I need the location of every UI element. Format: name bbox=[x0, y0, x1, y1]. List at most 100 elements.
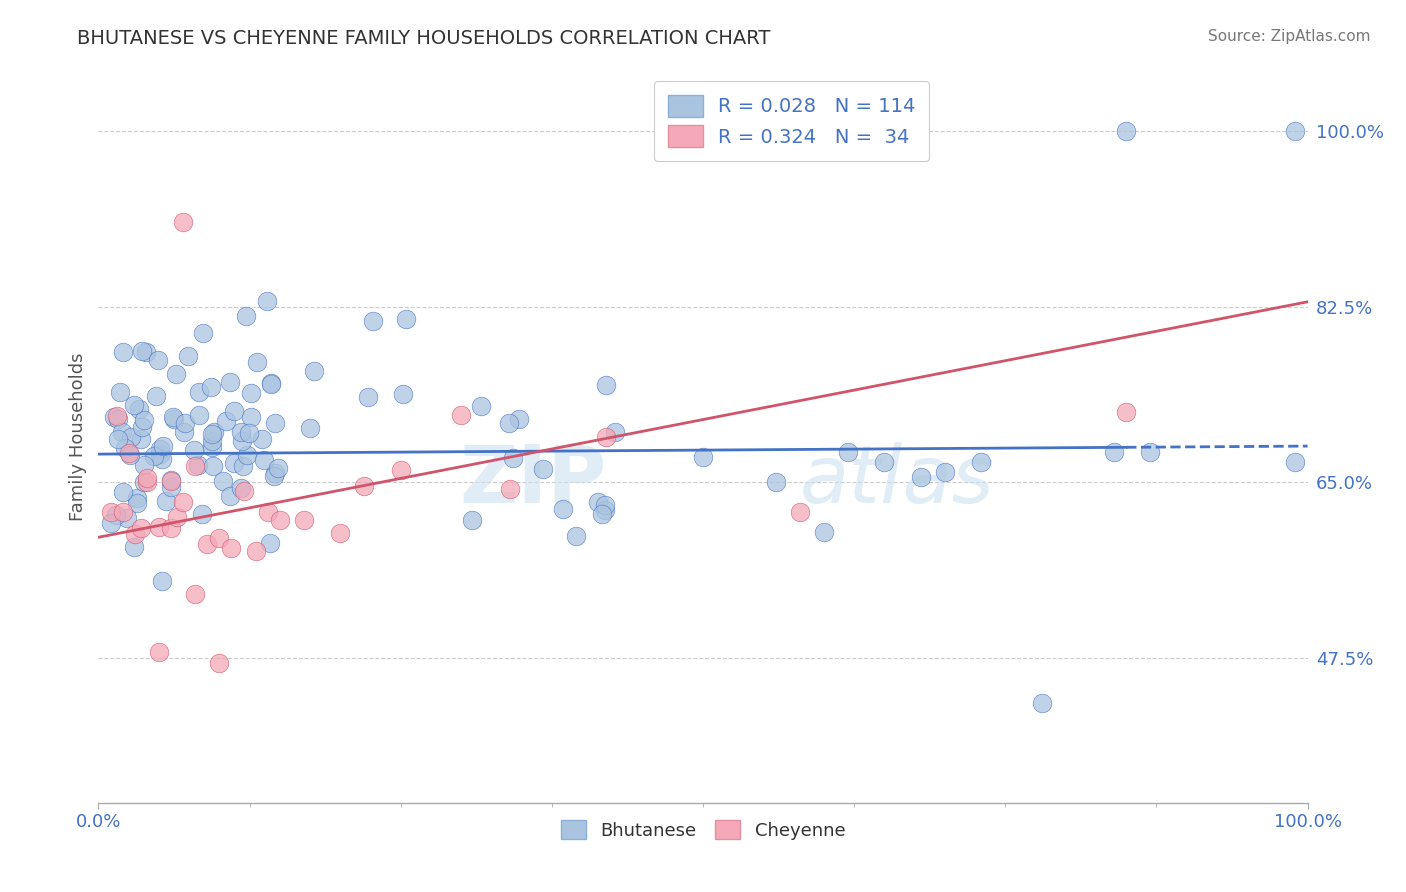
Point bbox=[235, 310, 257, 324]
Point bbox=[450, 408, 472, 422]
Point bbox=[391, 387, 413, 401]
Point bbox=[135, 345, 157, 359]
Point bbox=[152, 439, 174, 453]
Point bbox=[302, 364, 325, 378]
Point bbox=[191, 326, 214, 340]
Point bbox=[100, 516, 122, 530]
Point bbox=[134, 475, 156, 489]
Point bbox=[131, 420, 153, 434]
Point bbox=[260, 376, 283, 391]
Point bbox=[145, 389, 167, 403]
Point bbox=[131, 343, 153, 358]
Point bbox=[173, 425, 195, 440]
Point bbox=[105, 409, 128, 423]
Point bbox=[200, 379, 222, 393]
Point bbox=[150, 574, 173, 589]
Point bbox=[461, 513, 484, 527]
Point bbox=[184, 458, 207, 473]
Text: ZIP: ZIP bbox=[458, 442, 606, 520]
Point bbox=[239, 386, 262, 401]
Point bbox=[269, 513, 291, 527]
Point bbox=[238, 426, 260, 441]
Point bbox=[129, 521, 152, 535]
Point bbox=[183, 442, 205, 457]
Point bbox=[934, 465, 956, 479]
Point bbox=[813, 525, 835, 540]
Point bbox=[531, 462, 554, 476]
Point bbox=[586, 495, 609, 509]
Point bbox=[551, 502, 574, 516]
Point bbox=[103, 410, 125, 425]
Point bbox=[107, 412, 129, 426]
Point bbox=[353, 479, 375, 493]
Point bbox=[120, 448, 142, 462]
Point bbox=[259, 536, 281, 550]
Point bbox=[231, 434, 253, 449]
Text: BHUTANESE VS CHEYENNE FAMILY HOUSEHOLDS CORRELATION CHART: BHUTANESE VS CHEYENNE FAMILY HOUSEHOLDS … bbox=[77, 29, 770, 47]
Point bbox=[299, 421, 322, 435]
Point bbox=[263, 416, 285, 430]
Point bbox=[260, 376, 283, 391]
Point bbox=[188, 384, 211, 399]
Point bbox=[1115, 124, 1137, 138]
Point bbox=[1284, 455, 1306, 469]
Point bbox=[593, 502, 616, 516]
Point bbox=[195, 537, 218, 551]
Point bbox=[160, 475, 183, 489]
Point bbox=[172, 214, 194, 228]
Point bbox=[605, 425, 627, 439]
Point bbox=[201, 434, 224, 448]
Point bbox=[211, 475, 233, 489]
Point bbox=[129, 432, 152, 446]
Point bbox=[162, 410, 184, 425]
Point bbox=[1031, 696, 1053, 710]
Point bbox=[110, 385, 132, 400]
Point bbox=[125, 496, 148, 510]
Point bbox=[105, 508, 128, 522]
Point bbox=[910, 470, 932, 484]
Point bbox=[266, 461, 288, 475]
Point bbox=[789, 505, 811, 519]
Point bbox=[165, 367, 187, 381]
Point bbox=[215, 414, 238, 428]
Point bbox=[128, 401, 150, 416]
Point bbox=[236, 448, 259, 462]
Point bbox=[263, 466, 285, 480]
Y-axis label: Family Households: Family Households bbox=[69, 353, 87, 521]
Point bbox=[765, 475, 787, 490]
Point bbox=[508, 412, 530, 426]
Point bbox=[1139, 445, 1161, 459]
Point bbox=[1115, 405, 1137, 419]
Point bbox=[692, 450, 714, 464]
Point bbox=[166, 509, 188, 524]
Point bbox=[114, 441, 136, 455]
Point bbox=[110, 425, 132, 439]
Point bbox=[201, 426, 224, 441]
Point bbox=[389, 463, 412, 477]
Point bbox=[232, 458, 254, 473]
Point bbox=[111, 505, 134, 519]
Point bbox=[143, 449, 166, 463]
Point bbox=[177, 349, 200, 363]
Point bbox=[208, 531, 231, 545]
Point bbox=[120, 430, 142, 444]
Point bbox=[187, 458, 209, 472]
Point bbox=[122, 540, 145, 554]
Point bbox=[837, 445, 859, 459]
Point bbox=[591, 508, 613, 522]
Point bbox=[160, 473, 183, 487]
Point bbox=[201, 440, 224, 454]
Point bbox=[124, 398, 146, 412]
Text: Source: ZipAtlas.com: Source: ZipAtlas.com bbox=[1208, 29, 1371, 44]
Point bbox=[160, 480, 183, 494]
Point bbox=[246, 355, 269, 369]
Point bbox=[222, 404, 245, 418]
Point bbox=[263, 468, 285, 483]
Point bbox=[565, 529, 588, 543]
Point bbox=[229, 481, 252, 495]
Legend: Bhutanese, Cheyenne: Bhutanese, Cheyenne bbox=[551, 811, 855, 848]
Point bbox=[160, 521, 183, 535]
Point bbox=[112, 344, 135, 359]
Point bbox=[150, 451, 173, 466]
Point bbox=[100, 505, 122, 519]
